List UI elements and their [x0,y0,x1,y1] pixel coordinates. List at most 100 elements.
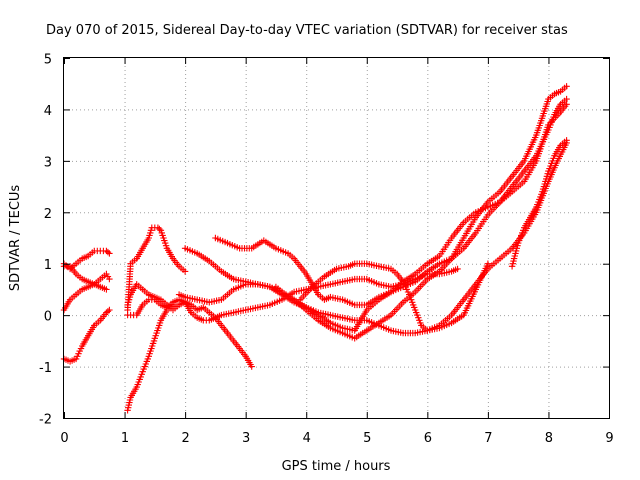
data-point [426,278,429,280]
data-point [147,237,150,239]
data-point [87,280,90,283]
data-point [517,242,520,245]
data-point [172,301,174,304]
series-layer [60,83,570,414]
data-point [396,273,398,275]
data-point [317,286,320,288]
data-point [190,304,193,306]
data-point [75,262,77,265]
x-tick-label: 1 [121,431,129,446]
data-point [353,278,356,280]
data-point [365,304,368,306]
data-point [160,319,162,322]
series-trace-6 [124,224,189,314]
data-point [160,229,162,232]
data-point [323,275,326,278]
data-point [414,332,417,334]
data-point [408,293,411,296]
data-point [511,185,513,188]
series-trace-13 [297,260,492,334]
data-point [244,355,247,358]
series-markers [272,83,570,342]
data-point [105,273,108,275]
data-point [438,327,441,329]
data-point [87,286,90,288]
data-point [341,280,344,283]
data-point [184,301,187,304]
data-point [275,247,277,250]
data-point [523,160,526,162]
data-point [81,345,84,347]
series-trace-14 [508,137,570,270]
data-point [487,206,489,209]
y-tick-label: 5 [44,53,52,68]
data-point [365,309,368,311]
data-point [208,311,211,314]
data-point [93,250,96,252]
data-point [523,226,526,229]
data-point [487,262,489,265]
data-point [499,201,501,203]
data-point [414,309,417,311]
data-point [329,314,332,316]
data-point [305,309,308,311]
data-point [108,309,111,311]
data-point [462,237,465,239]
data-point [462,298,465,301]
data-point [353,329,356,332]
data-point [208,301,211,304]
data-point [317,293,320,296]
data-point [390,286,392,288]
data-point [511,265,513,268]
data-point [378,298,380,301]
data-point [365,329,368,332]
data-point [299,304,302,306]
data-point [311,286,314,288]
data-point [153,337,156,340]
data-point [184,296,187,298]
data-point [250,247,253,250]
series-trace-5 [124,301,177,414]
data-point [323,298,326,301]
data-point [378,283,380,286]
data-point [105,250,108,252]
data-point [87,255,90,257]
data-point [456,268,459,270]
data-point [256,283,259,286]
x-tick-label: 5 [363,431,371,446]
data-point [93,283,96,286]
data-point [126,409,129,412]
x-tick-label: 2 [181,431,189,446]
y-tick-label: -1 [39,361,52,376]
data-point [553,93,556,95]
data-point [184,270,187,273]
data-point [166,304,168,306]
series-trace-10 [212,95,570,309]
data-point [553,154,556,157]
y-tick-label: 1 [44,258,52,273]
series-markers [60,270,113,314]
data-point [365,278,368,280]
data-point [172,309,174,311]
data-point [565,85,568,88]
data-point [426,329,429,332]
data-point [547,98,550,100]
data-point [329,296,332,298]
data-point [93,324,96,327]
data-point [547,170,550,173]
data-point [190,311,193,314]
data-point [135,386,138,388]
data-point [499,190,501,193]
data-point [390,329,392,332]
data-point [329,327,332,329]
data-point [559,90,562,93]
data-point [378,265,380,268]
data-point [126,314,129,316]
data-point [511,175,513,178]
data-point [196,309,199,311]
data-point [262,239,265,242]
x-axis-label: GPS time / hours [282,459,391,474]
data-point [75,293,77,296]
data-point [244,309,247,311]
